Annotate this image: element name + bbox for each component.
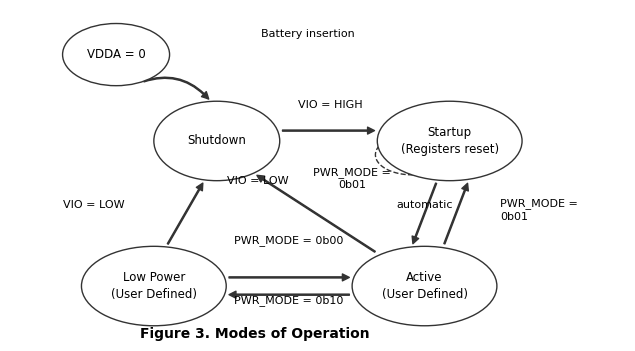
- Ellipse shape: [81, 246, 226, 326]
- Text: PWR_MODE =
0b01: PWR_MODE = 0b01: [313, 167, 391, 190]
- Text: Shutdown: Shutdown: [187, 134, 246, 147]
- Text: VDDA = 0: VDDA = 0: [87, 48, 145, 61]
- Text: VIO = LOW: VIO = LOW: [227, 176, 288, 186]
- Text: VIO = HIGH: VIO = HIGH: [298, 100, 363, 110]
- FancyArrowPatch shape: [283, 127, 375, 134]
- FancyArrowPatch shape: [444, 183, 469, 244]
- Ellipse shape: [63, 24, 170, 86]
- FancyArrowPatch shape: [168, 183, 203, 244]
- Text: Figure 3. Modes of Operation: Figure 3. Modes of Operation: [140, 327, 370, 341]
- Text: Active
(User Defined): Active (User Defined): [382, 271, 467, 301]
- Text: Low Power
(User Defined): Low Power (User Defined): [111, 271, 197, 301]
- Text: PWR_MODE = 0b00: PWR_MODE = 0b00: [234, 236, 344, 246]
- Ellipse shape: [352, 246, 497, 326]
- Text: Startup
(Registers reset): Startup (Registers reset): [401, 126, 498, 156]
- FancyArrowPatch shape: [257, 175, 375, 252]
- FancyArrowPatch shape: [229, 291, 349, 298]
- Ellipse shape: [154, 101, 280, 181]
- Text: Battery insertion: Battery insertion: [261, 29, 354, 39]
- Text: automatic: automatic: [396, 200, 453, 210]
- Text: PWR_MODE =
0b01: PWR_MODE = 0b01: [500, 198, 578, 222]
- FancyArrowPatch shape: [229, 274, 349, 281]
- FancyArrowPatch shape: [412, 183, 437, 244]
- Ellipse shape: [377, 101, 522, 181]
- Text: PWR_MODE = 0b10: PWR_MODE = 0b10: [234, 295, 344, 306]
- FancyArrowPatch shape: [144, 77, 209, 99]
- Text: VIO = LOW: VIO = LOW: [64, 200, 125, 210]
